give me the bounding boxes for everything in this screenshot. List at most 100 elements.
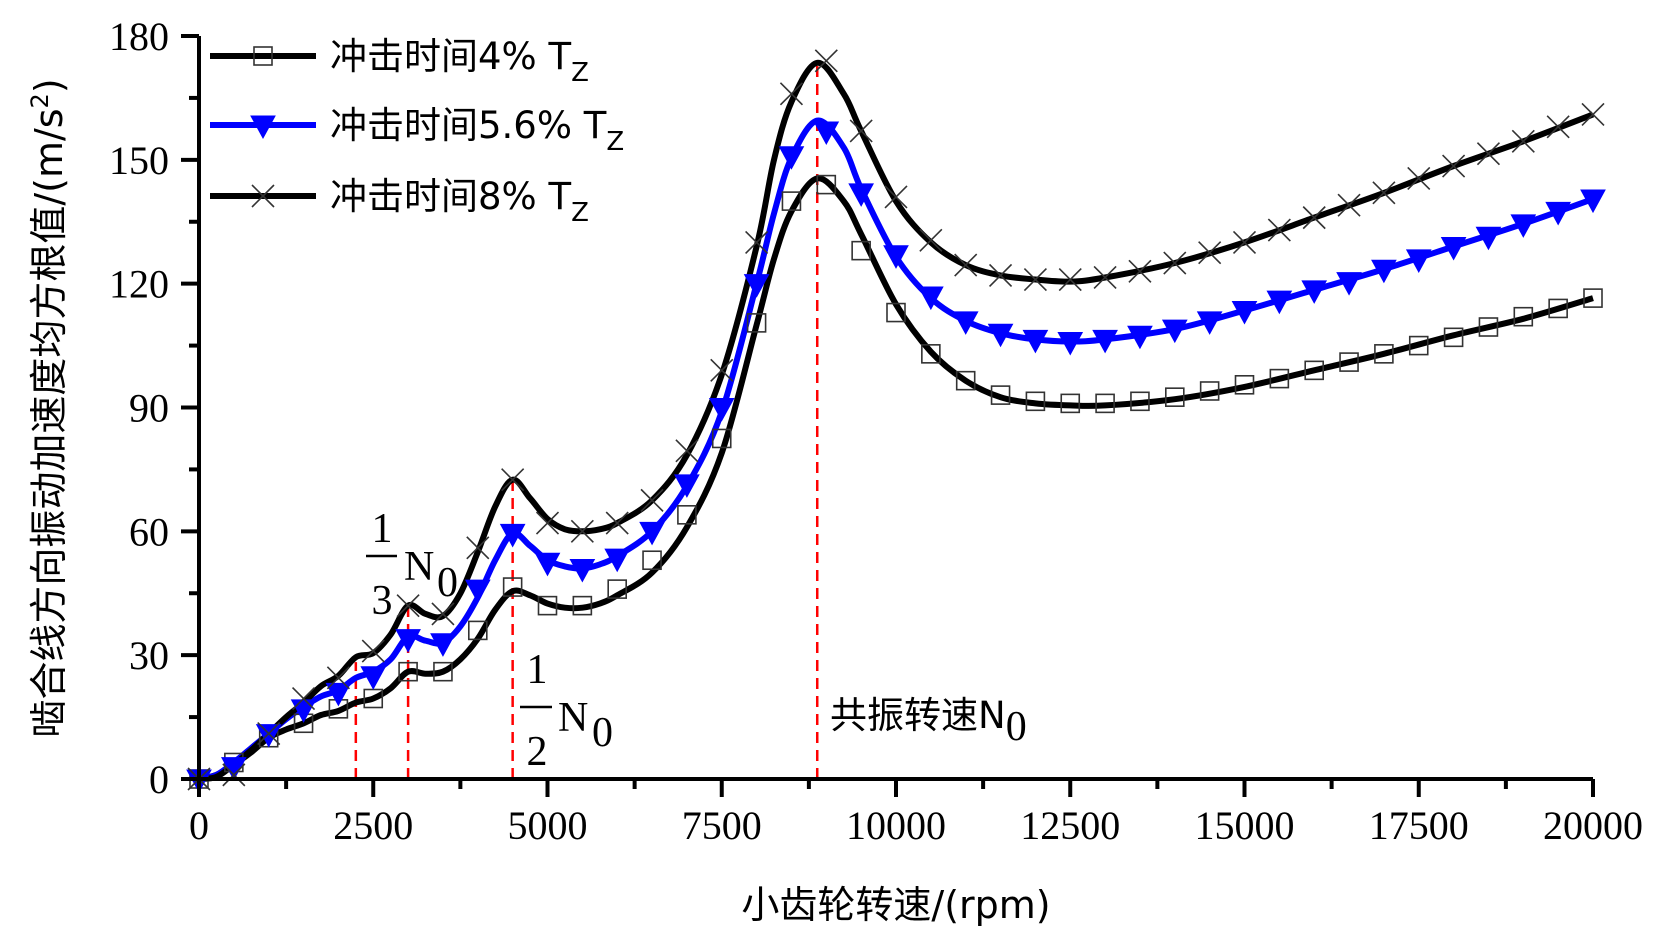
y-tick-label: 30 bbox=[129, 633, 169, 678]
series-line-1 bbox=[198, 175, 1594, 782]
data-point-series-3 bbox=[710, 358, 734, 382]
x-tick-label: 10000 bbox=[846, 803, 946, 848]
x-tick-label: 17500 bbox=[1369, 803, 1469, 848]
data-point-series-3 bbox=[1581, 102, 1605, 126]
data-point-series-3 bbox=[1407, 166, 1431, 190]
data-point-series-3 bbox=[396, 594, 420, 618]
data-point-series-2 bbox=[1057, 331, 1084, 356]
data-point-series-2 bbox=[360, 666, 387, 690]
y-tick-label: 180 bbox=[109, 14, 169, 59]
legend-item-3: 冲击时间8% TZ bbox=[210, 175, 589, 228]
x-ticks: 0 2500 5000 7500 10000 12500 15000 17500 20000 bbox=[189, 779, 1643, 848]
y-tick-label: 150 bbox=[109, 138, 169, 183]
data-point-series-3 bbox=[640, 488, 664, 512]
series-markers bbox=[186, 49, 1606, 794]
data-point-series-3 bbox=[466, 536, 490, 560]
data-point-series-1 bbox=[433, 661, 453, 682]
data-point-series-1 bbox=[537, 595, 558, 616]
data-point-series-1 bbox=[921, 344, 941, 364]
data-point-series-3 bbox=[257, 722, 281, 746]
x-tick-label: 5000 bbox=[508, 803, 588, 848]
y-ticks: 0 30 60 90 120 150 180 bbox=[109, 14, 199, 802]
data-point-series-3 bbox=[884, 185, 908, 209]
data-point-series-1 bbox=[467, 620, 488, 641]
data-point-series-1 bbox=[1130, 391, 1150, 412]
annotation-one-half-n0: 1 2 N 0 bbox=[520, 647, 613, 775]
data-point-series-2 bbox=[743, 274, 770, 298]
data-point-series-1 bbox=[886, 302, 906, 323]
annotation-one-half-subscript: 0 bbox=[592, 710, 613, 756]
y-axis-title: 啮合线方向振动加速度均方根值/(m/s2) bbox=[26, 78, 71, 737]
data-point-series-2 bbox=[569, 558, 596, 583]
data-point-series-1 bbox=[502, 577, 523, 597]
data-point-series-2 bbox=[883, 245, 909, 269]
data-point-series-3 bbox=[501, 468, 525, 492]
annotation-one-third-denominator: 3 bbox=[372, 578, 393, 624]
data-point-series-1 bbox=[1165, 387, 1185, 407]
y-tick-label: 0 bbox=[149, 757, 169, 802]
data-point-series-1 bbox=[1443, 327, 1464, 348]
legend-item-2: 冲击时间5.6% TZ bbox=[210, 104, 624, 157]
data-point-series-3 bbox=[1372, 181, 1396, 205]
legend-label-subscript: Z bbox=[571, 58, 589, 88]
legend-item-1: 冲击时间4% TZ bbox=[210, 35, 589, 88]
legend-label: 冲击时间4% TZ bbox=[330, 35, 589, 88]
data-point-series-2 bbox=[1022, 329, 1049, 354]
data-point-series-1 bbox=[1060, 393, 1081, 414]
data-point-series-2 bbox=[1545, 201, 1571, 226]
y-tick-label: 90 bbox=[129, 386, 169, 431]
data-point-series-3 bbox=[988, 263, 1013, 287]
data-point-series-1 bbox=[677, 505, 697, 525]
x-tick-label: 7500 bbox=[682, 803, 762, 848]
data-point-series-2 bbox=[1127, 325, 1153, 350]
series-line-3 bbox=[198, 59, 1595, 782]
data-point-series-1 bbox=[1513, 306, 1534, 327]
data-point-series-3 bbox=[1023, 267, 1047, 292]
data-point-series-2 bbox=[1580, 189, 1606, 214]
legend-label: 冲击时间8% TZ bbox=[330, 175, 589, 228]
annotation-resonance-speed: 共振转速N0 bbox=[830, 694, 1027, 750]
legend-label-main: 冲击时间5.6% T bbox=[330, 104, 607, 147]
y-axis-title-sup: 2 bbox=[26, 93, 54, 108]
data-point-series-1 bbox=[1025, 391, 1046, 412]
data-point-series-1 bbox=[1478, 317, 1499, 337]
y-axis-title-close: ) bbox=[27, 78, 71, 93]
data-point-series-3 bbox=[1511, 129, 1535, 153]
data-point-series-3 bbox=[361, 639, 385, 663]
annotation-one-half-denominator: 2 bbox=[527, 729, 548, 775]
data-point-series-2 bbox=[918, 286, 944, 311]
legend-label: 冲击时间5.6% TZ bbox=[330, 104, 624, 157]
data-point-series-2 bbox=[1510, 214, 1537, 238]
annotation-resonance-main: 共振转速N bbox=[830, 694, 1006, 737]
data-point-series-2 bbox=[1196, 311, 1223, 335]
data-point-series-1 bbox=[1583, 288, 1603, 308]
data-point-series-2 bbox=[1092, 329, 1118, 354]
data-point-series-1 bbox=[990, 385, 1011, 405]
data-point-series-3 bbox=[779, 82, 804, 106]
data-point-series-2 bbox=[639, 521, 665, 546]
data-point-series-1 bbox=[607, 579, 628, 599]
data-point-series-3 bbox=[1267, 218, 1291, 242]
data-point-series-2 bbox=[1405, 249, 1432, 273]
data-point-series-3 bbox=[1546, 115, 1570, 139]
data-point-series-1 bbox=[1304, 360, 1324, 381]
annotation-resonance-subscript: 0 bbox=[1006, 704, 1027, 750]
data-point-series-3 bbox=[814, 49, 838, 73]
data-point-series-2 bbox=[1440, 237, 1467, 261]
data-point-series-3 bbox=[1093, 265, 1117, 290]
annotation-one-third-n: N bbox=[404, 544, 434, 590]
data-point-series-2 bbox=[674, 474, 700, 498]
data-point-series-2 bbox=[1301, 280, 1328, 304]
data-point-series-3 bbox=[1128, 259, 1152, 283]
x-tick-label: 2500 bbox=[333, 803, 413, 848]
data-point-series-3 bbox=[1198, 241, 1222, 265]
data-point-series-2 bbox=[534, 552, 561, 577]
data-point-series-1 bbox=[1234, 374, 1255, 395]
annotation-one-third-n0: 1 3 N 0 bbox=[366, 506, 458, 624]
data-point-series-3 bbox=[570, 519, 594, 543]
legend-label-subscript: Z bbox=[606, 127, 624, 157]
axes: 0 2500 5000 7500 10000 12500 15000 17500 20000 0… bbox=[109, 14, 1643, 848]
annotation-one-third-subscript: 0 bbox=[437, 560, 458, 606]
data-point-series-2 bbox=[1336, 272, 1362, 296]
